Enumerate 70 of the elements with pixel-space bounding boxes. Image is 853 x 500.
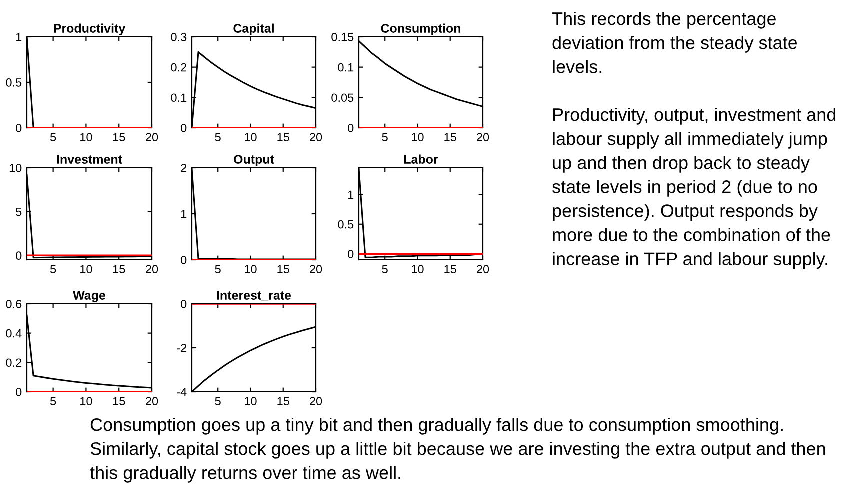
y-tick-label: 0 — [181, 124, 187, 132]
x-tick-label: 10 — [80, 397, 92, 406]
chart-title: Wage — [73, 291, 106, 302]
x-tick-label: 5 — [50, 265, 56, 274]
chart-title: Capital — [234, 24, 274, 36]
y-tick-label: 1 — [16, 33, 22, 42]
y-tick-label: 0 — [181, 256, 187, 264]
chart-title: Interest_rate — [217, 291, 292, 302]
text: Consumption goes up a tiny bit and then gradually falls due to consumption smoothing. Similarly, capital stock goes up a little bit because we are investing the extra output and then this gradually returns over time as well. — [90, 418, 826, 483]
y-tick-label: 0.2 — [171, 63, 187, 72]
y-tick-label: 10 — [10, 164, 22, 172]
y-tick-label: 0.05 — [332, 94, 354, 102]
y-tick-label: 0.1 — [338, 63, 354, 72]
y-tick-label: 5 — [16, 208, 22, 216]
x-tick-label: 5 — [215, 133, 221, 142]
y-tick-label: 0.4 — [6, 329, 22, 338]
x-tick-label: 10 — [412, 133, 424, 142]
x-tick-label: 15 — [444, 265, 456, 274]
y-tick-label: 0.1 — [171, 94, 187, 102]
x-tick-label: 20 — [477, 133, 490, 142]
chart-title: Investment — [57, 155, 122, 164]
y-tick-label: -4 — [177, 388, 187, 396]
y-tick-label: -2 — [177, 344, 187, 352]
text: Productivity, output, investment and labour supply all immediately jump up and then drop back to steady state levels in period 2 (due to no persistence). Output responds by more due to the combination of the increase in TFP and labour supply. — [552, 108, 836, 269]
x-tick-label: 20 — [146, 397, 158, 406]
chart-title: Output — [234, 155, 274, 166]
x-tick-label: 15 — [278, 397, 290, 406]
x-tick-label: 15 — [113, 397, 126, 406]
x-tick-label: 5 — [50, 397, 56, 406]
y-tick-label: 0 — [348, 250, 354, 258]
y-tick-label: 0 — [16, 124, 22, 132]
y-tick-label: 0 — [181, 300, 187, 308]
chart-title: Productivity — [54, 24, 126, 36]
x-tick-label: 15 — [278, 133, 290, 142]
x-tick-label: 20 — [310, 133, 322, 142]
text: This records the percentage deviation from the steady state levels. — [552, 12, 798, 74]
y-tick-label: 0.15 — [332, 33, 354, 42]
y-tick-label: 0.6 — [6, 300, 22, 308]
x-tick-label: 10 — [80, 265, 92, 274]
x-tick-label: 15 — [278, 265, 290, 274]
x-tick-label: 10 — [80, 133, 92, 142]
x-tick-label: 5 — [50, 133, 56, 142]
x-tick-label: 15 — [113, 265, 126, 274]
x-tick-label: 20 — [477, 265, 490, 274]
x-tick-label: 5 — [215, 397, 221, 406]
x-tick-label: 20 — [310, 265, 322, 274]
x-tick-label: 20 — [146, 265, 158, 274]
y-tick-label: 2 — [181, 164, 187, 172]
y-tick-label: 1 — [348, 190, 354, 199]
x-tick-label: 15 — [113, 133, 126, 142]
x-tick-label: 10 — [245, 397, 257, 406]
chart-title: Consumption — [381, 24, 460, 36]
x-tick-label: 20 — [146, 133, 158, 142]
y-tick-label: 1 — [181, 210, 187, 218]
chart-title: Labor — [404, 154, 438, 164]
x-tick-label: 10 — [245, 133, 257, 142]
x-tick-label: 5 — [215, 265, 221, 274]
x-tick-label: 10 — [412, 265, 424, 274]
y-tick-label: 0 — [16, 388, 22, 396]
y-tick-label: 0.2 — [6, 358, 22, 368]
y-tick-label: 0.5 — [338, 220, 354, 229]
x-tick-label: 5 — [382, 133, 388, 142]
y-tick-label: 0 — [16, 252, 22, 260]
x-tick-label: 15 — [444, 133, 456, 142]
x-tick-label: 5 — [382, 265, 388, 274]
y-tick-label: 0.3 — [171, 33, 187, 42]
y-tick-label: 0 — [348, 124, 354, 132]
y-tick-label: 0.5 — [6, 78, 22, 87]
x-tick-label: 10 — [245, 265, 257, 274]
x-tick-label: 20 — [310, 397, 322, 406]
